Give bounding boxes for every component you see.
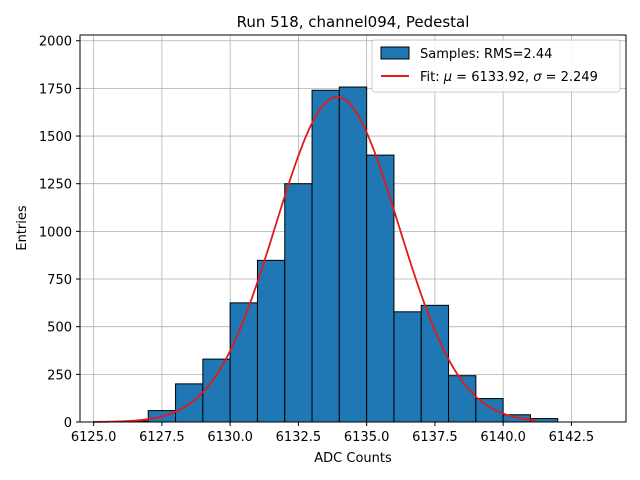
histogram-bar xyxy=(311,89,340,423)
y-tick-label: 2000 xyxy=(39,35,72,50)
y-tick-label: 250 xyxy=(47,368,72,383)
x-tick-label: 6125.0 xyxy=(71,430,117,445)
histogram-bar xyxy=(202,358,231,423)
histogram-bars xyxy=(93,86,559,423)
y-axis-label: Entries xyxy=(15,205,30,251)
chart-title: Run 518, channel094, Pedestal xyxy=(237,13,470,31)
histogram-bar xyxy=(338,86,368,423)
x-tick-label: 6130.0 xyxy=(207,430,253,445)
x-tick-label: 6137.5 xyxy=(412,430,458,445)
x-tick-label: 6140.0 xyxy=(480,430,526,445)
x-axis-label: ADC Counts xyxy=(314,451,392,466)
histogram-bar xyxy=(175,383,204,423)
histogram-bar xyxy=(475,398,504,423)
y-tick-label: 1000 xyxy=(39,225,72,240)
histogram-bar xyxy=(420,304,450,423)
legend-box xyxy=(371,39,621,93)
y-axis: 0 250 500 750 1000 1250 1500 1750 2000 xyxy=(39,35,80,431)
histogram-bar xyxy=(393,311,422,423)
y-tick-label: 750 xyxy=(47,273,72,288)
histogram-bar xyxy=(284,183,313,423)
x-tick-label: 6127.5 xyxy=(139,430,185,445)
x-axis: 6125.0 6127.5 6130.0 6132.5 6135.0 6137.5 6140… xyxy=(71,422,594,445)
plot-frame xyxy=(79,34,627,423)
legend-samples-label: Samples: RMS=2.44 xyxy=(420,47,552,62)
legend-samples-swatch xyxy=(380,46,410,60)
y-tick-label: 1250 xyxy=(39,178,72,193)
x-tick-label: 6132.5 xyxy=(276,430,322,445)
y-tick-label: 1500 xyxy=(39,130,72,145)
x-tick-label: 6142.5 xyxy=(549,430,595,445)
fit-curve-layer xyxy=(93,96,536,423)
legend: Samples: RMS=2.44 Fit: μ = 6133.92, σ = … xyxy=(371,39,621,93)
fit-curve xyxy=(93,96,536,423)
x-tick-label: 6135.0 xyxy=(344,430,390,445)
y-tick-label: 500 xyxy=(47,321,72,336)
legend-fit-label: Fit: μ = 6133.92, σ = 2.249 xyxy=(420,70,598,85)
histogram-bar xyxy=(256,259,286,423)
y-tick-label: 0 xyxy=(64,416,72,431)
y-tick-label: 1750 xyxy=(39,82,72,97)
